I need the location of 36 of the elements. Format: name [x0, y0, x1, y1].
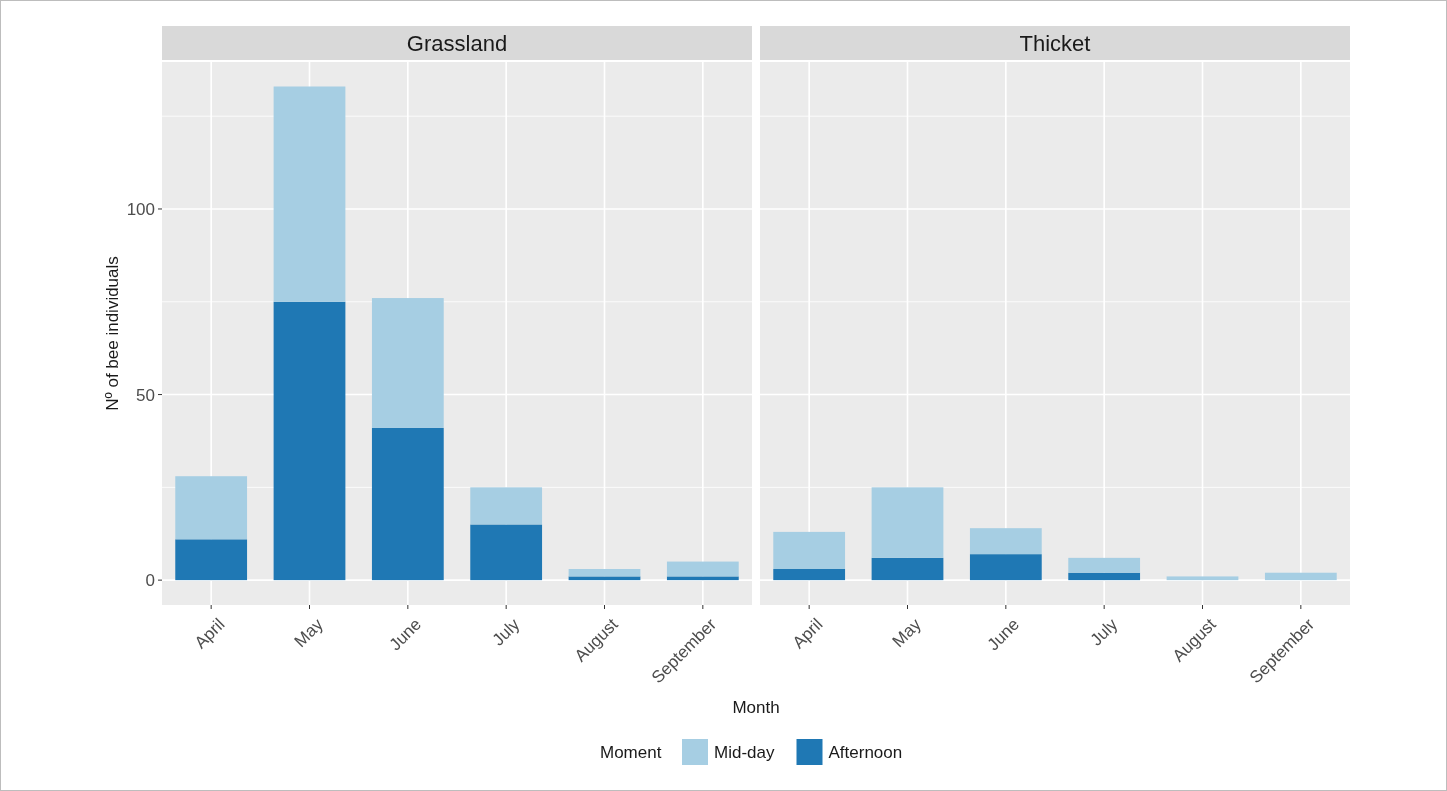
bar — [175, 539, 248, 581]
bar — [371, 427, 444, 581]
y-tick-label: 50 — [136, 385, 155, 405]
bar — [969, 528, 1042, 555]
chart-title: Thicket — [1019, 30, 1091, 56]
bar — [773, 531, 846, 569]
bar — [470, 524, 543, 581]
bar — [666, 561, 739, 577]
legend-label: Mid-day — [714, 742, 775, 762]
chart-title: Grassland — [406, 30, 508, 56]
x-tick-label: May — [290, 614, 328, 651]
bar — [470, 487, 543, 525]
bar — [568, 576, 641, 581]
bar — [175, 476, 248, 540]
y-tick-label: 100 — [126, 199, 155, 219]
bar — [273, 86, 346, 302]
x-tick-label: July — [1086, 614, 1122, 650]
bar — [871, 557, 944, 581]
bar — [1068, 557, 1141, 573]
bar — [969, 554, 1042, 581]
legend-label: Afternoon — [828, 742, 903, 762]
bar — [371, 298, 444, 428]
x-tick-label: May — [888, 614, 926, 651]
bar — [1264, 572, 1337, 581]
bar — [273, 301, 346, 581]
bar — [568, 569, 641, 577]
y-tick-label: 0 — [145, 571, 155, 591]
bar — [871, 487, 944, 558]
bar — [666, 576, 739, 581]
legend-title: Moment — [600, 742, 662, 762]
bar — [1166, 576, 1239, 581]
bar — [1068, 572, 1141, 581]
x-tick-label: July — [488, 614, 524, 650]
bar — [773, 569, 846, 581]
x-axis-title: Month — [732, 697, 780, 717]
y-axis-title: Nº of bee individuals — [102, 256, 122, 411]
